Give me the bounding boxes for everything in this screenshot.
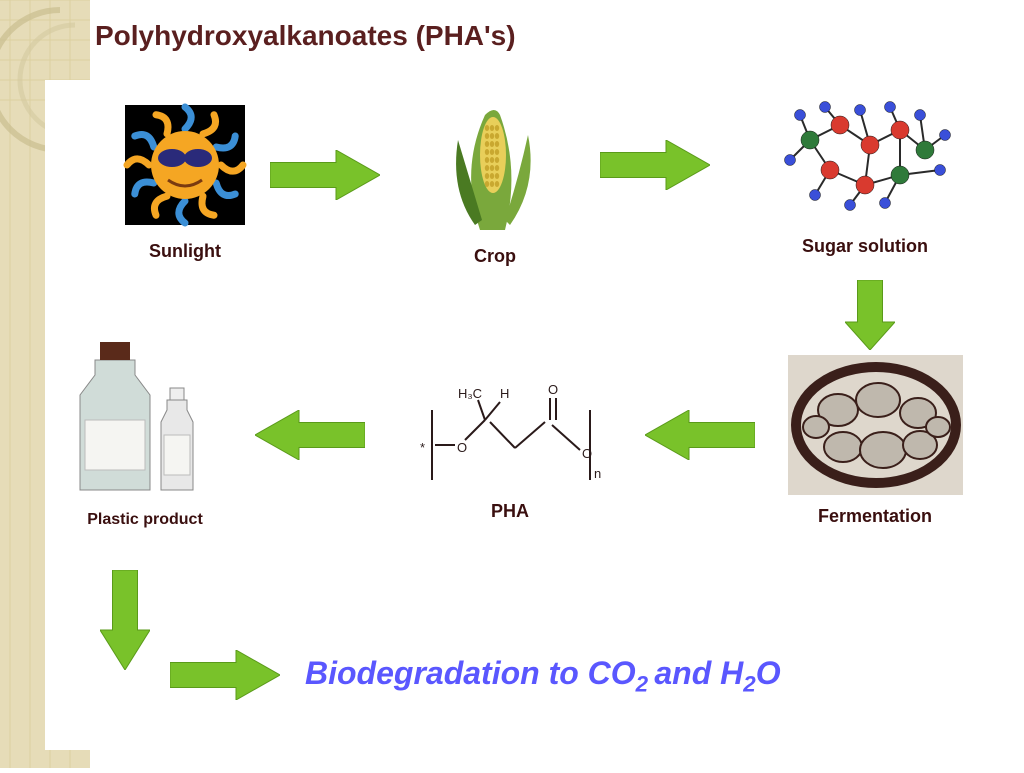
svg-text:H₃C: H₃C bbox=[458, 386, 482, 401]
pha-label: PHA bbox=[395, 501, 625, 522]
svg-text:H: H bbox=[500, 386, 509, 401]
arrow-a1 bbox=[270, 150, 380, 205]
corn-icon bbox=[440, 100, 550, 235]
svg-text:n: n bbox=[594, 466, 601, 481]
svg-text:O: O bbox=[457, 440, 467, 455]
final-sub2: 2 bbox=[743, 671, 755, 696]
arrow-a6 bbox=[100, 570, 150, 675]
node-plastic: Plastic product bbox=[60, 330, 230, 529]
plastic-label: Plastic product bbox=[60, 511, 230, 529]
node-crop: Crop bbox=[425, 100, 565, 267]
diagram-canvas: Sunlight Crop Sugar solution Fermentatio… bbox=[45, 80, 1005, 750]
molecule-icon bbox=[770, 95, 960, 225]
arrow-a3 bbox=[845, 280, 895, 355]
final-sub1: 2 bbox=[636, 671, 655, 696]
bottles-icon bbox=[65, 330, 225, 500]
fermentation-label: Fermentation bbox=[775, 506, 975, 527]
svg-text:O: O bbox=[548, 382, 558, 397]
final-pre: Biodegradation to CO bbox=[305, 655, 636, 691]
crop-label: Crop bbox=[425, 246, 565, 267]
sunlight-label: Sunlight bbox=[110, 241, 260, 262]
cell-micrograph-icon bbox=[788, 355, 963, 495]
arrow-a4 bbox=[645, 410, 755, 465]
final-mid: and H bbox=[654, 655, 743, 691]
arrow-a5 bbox=[255, 410, 365, 465]
sunlight-icon bbox=[120, 100, 250, 230]
final-post: O bbox=[756, 655, 781, 691]
node-sunlight: Sunlight bbox=[110, 100, 260, 262]
biodegradation-text: Biodegradation to CO2 and H2O bbox=[305, 655, 781, 697]
arrow-a2 bbox=[600, 140, 710, 195]
node-fermentation: Fermentation bbox=[775, 355, 975, 527]
slide-title: Polyhydroxyalkanoates (PHA's) bbox=[95, 20, 516, 52]
node-sugar: Sugar solution bbox=[765, 95, 965, 257]
svg-text:O: O bbox=[582, 446, 592, 461]
arrow-a7 bbox=[170, 650, 280, 705]
sugar-label: Sugar solution bbox=[765, 236, 965, 257]
chemical-structure-icon: H₃C H O O O * n bbox=[400, 380, 620, 490]
svg-text:*: * bbox=[420, 440, 425, 455]
node-pha: H₃C H O O O * n PHA bbox=[395, 380, 625, 522]
